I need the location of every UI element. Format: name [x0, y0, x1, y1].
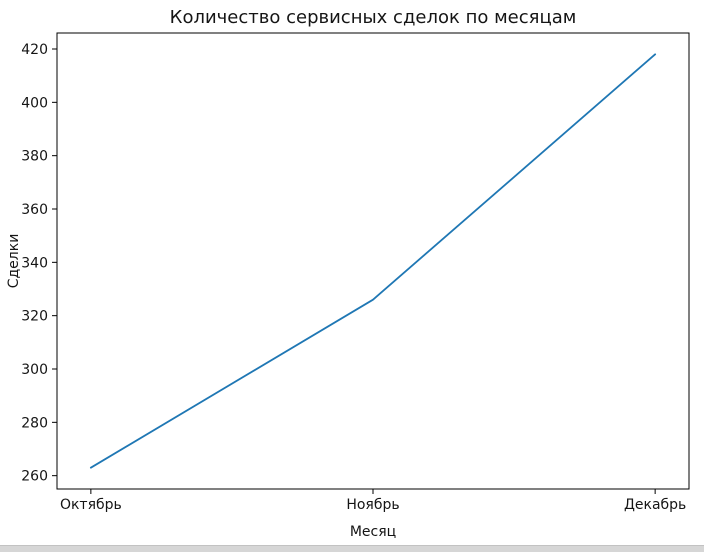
y-tick-label: 400	[21, 95, 48, 111]
y-tick-label: 340	[21, 255, 48, 271]
plot-border	[56, 32, 690, 490]
y-tick-label: 320	[21, 309, 48, 325]
y-tick-label: 360	[21, 202, 48, 218]
y-tick-label: 300	[21, 362, 48, 378]
x-axis-title: Месяц	[350, 524, 396, 540]
x-tick-label: Ноябрь	[346, 497, 399, 513]
y-axis-ticks: 260 280 300 320 340 360 380 400 420	[21, 42, 57, 485]
x-tick-label: Октябрь	[60, 497, 122, 513]
y-tick-label: 260	[21, 469, 48, 485]
x-axis-ticks: Октябрь Ноябрь Декабрь	[60, 489, 686, 513]
y-tick-label: 280	[21, 415, 48, 431]
y-tick-label: 420	[21, 42, 48, 58]
series-line	[89, 53, 657, 469]
chart-title: Количество сервисных сделок по месяцам	[170, 7, 577, 28]
y-axis-title: Сделки	[6, 234, 22, 289]
x-tick-label: Декабрь	[624, 497, 686, 513]
y-tick-label: 380	[21, 149, 48, 165]
window-edge	[0, 545, 704, 552]
